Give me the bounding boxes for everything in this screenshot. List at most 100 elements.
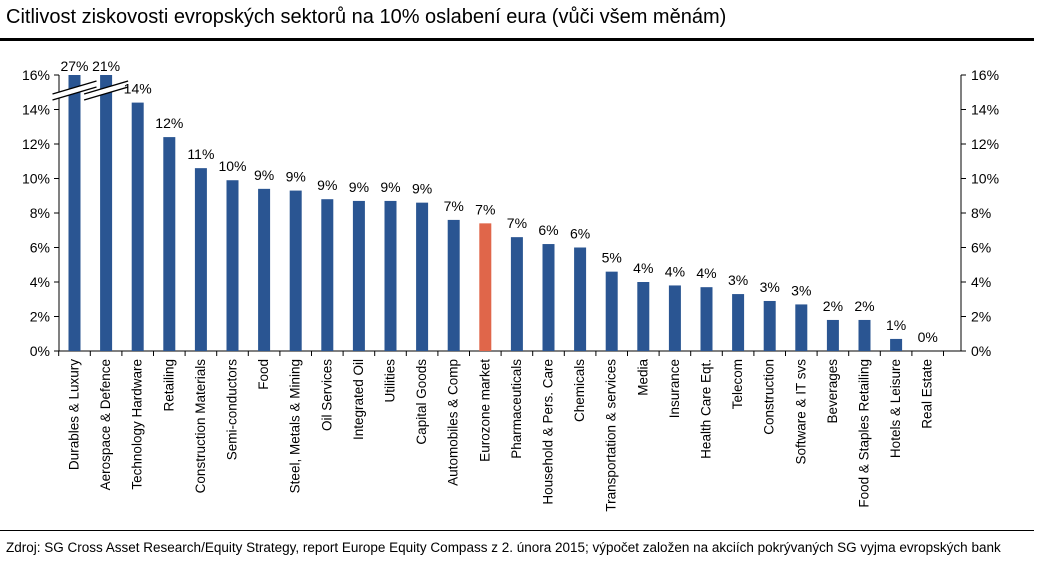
bar (68, 75, 81, 351)
category-label: Aerospace & Defence (98, 359, 113, 490)
data-label: 3% (728, 272, 748, 288)
data-label: 7% (507, 215, 527, 231)
bar (542, 244, 555, 351)
bar (258, 188, 271, 351)
data-label: 10% (218, 158, 246, 174)
data-label: 1% (886, 317, 906, 333)
data-label: 5% (602, 250, 622, 266)
category-label: Health Care Eqt. (699, 359, 714, 459)
bar (605, 271, 618, 351)
bar (732, 294, 745, 351)
right-tick-label: 16% (971, 67, 999, 83)
data-label: 27% (60, 58, 88, 74)
left-tick-label: 8% (30, 205, 50, 221)
category-label: Household & Pers. Care (541, 359, 556, 505)
left-tick-label: 4% (30, 274, 50, 290)
right-tick-label: 4% (971, 274, 991, 290)
axis-break-mark (52, 80, 97, 95)
data-label: 2% (854, 298, 874, 314)
data-labels-group: 27% 21%14% 12%11%10% 9% 9% 9% 9% 9% 9% 7% 7% 7% 6% 6%… (60, 58, 937, 345)
right-y-axis: 0% 2% 4% 6% 8% 10% 12% 14% 16% (960, 67, 999, 359)
bar (163, 137, 176, 351)
left-tick-label: 2% (30, 309, 50, 325)
data-label: 14% (124, 81, 152, 97)
bar (226, 180, 239, 351)
category-label: Food & Staples Retailing (857, 359, 872, 508)
category-label: Insurance (667, 359, 682, 418)
left-y-axis: 0% 2% 4% 6% 8% 10% 12% 14% 16% (22, 67, 961, 359)
chart-title: Citlivost ziskovosti evropských sektorů … (6, 6, 727, 28)
right-tick-label: 14% (971, 102, 999, 118)
data-label: 9% (286, 169, 306, 185)
category-label: Utilities (383, 359, 398, 403)
left-tick-label: 12% (22, 136, 50, 152)
bar (321, 199, 334, 351)
source-rule (0, 530, 1034, 531)
right-tick-label: 2% (971, 309, 991, 325)
bar (289, 190, 302, 351)
category-label: Integrated Oil (351, 359, 366, 440)
category-label: Automobiles & Comp (446, 359, 461, 486)
bar (131, 102, 144, 351)
bar (510, 237, 523, 351)
data-label: 4% (665, 263, 685, 279)
category-label: Real Estate (920, 359, 935, 429)
left-tick-label: 14% (22, 102, 50, 118)
data-label: 9% (412, 181, 432, 197)
data-label: 9% (317, 177, 337, 193)
category-label: Steel, Metals & Mining (288, 359, 303, 493)
left-tick-label: 16% (22, 67, 50, 83)
left-tick-label: 0% (30, 343, 50, 359)
data-label: 9% (380, 179, 400, 195)
category-label: Hotels & Leisure (888, 359, 903, 458)
title-rule (0, 38, 1034, 41)
category-label: Capital Goods (414, 359, 429, 445)
category-label: Beverages (825, 359, 840, 424)
bar (763, 300, 776, 351)
bars-group (52, 75, 903, 351)
category-label: Telecom (730, 359, 745, 409)
data-label: 6% (538, 222, 558, 238)
category-label: Construction (762, 359, 777, 435)
left-tick-label: 6% (30, 240, 50, 256)
category-label: Food (256, 359, 271, 390)
bar (384, 200, 397, 351)
data-label: 12% (155, 115, 183, 131)
data-label: 9% (254, 167, 274, 183)
bar (890, 338, 903, 351)
category-label: Media (635, 359, 650, 396)
axis-break-gap (84, 81, 129, 100)
category-labels-group: Durables & Luxury Aerospace & Defence Tech… (67, 359, 935, 512)
axis-break-mark (83, 80, 129, 95)
bar (700, 287, 713, 351)
data-label: 3% (791, 282, 811, 298)
data-label: 4% (633, 260, 653, 276)
category-label: Eurozone market (477, 359, 492, 462)
bar (479, 223, 492, 351)
bar (574, 247, 587, 351)
axis-break-mark (52, 86, 97, 101)
bar (668, 285, 681, 351)
data-label: 0% (918, 329, 938, 345)
category-label: Construction Materials (193, 359, 208, 494)
right-tick-label: 6% (971, 240, 991, 256)
bar (100, 75, 113, 351)
category-label: Semi-conductors (225, 359, 240, 461)
category-label: Durables & Luxury (67, 359, 82, 470)
right-tick-label: 8% (971, 205, 991, 221)
category-label: Pharmaceuticals (509, 359, 524, 459)
category-label: Chemicals (572, 359, 587, 422)
bar (416, 202, 429, 351)
source-note: Zdroj: SG Cross Asset Research/Equity St… (6, 540, 1001, 555)
bar (826, 319, 839, 351)
axis-break-mark (83, 86, 129, 101)
right-tick-label: 12% (971, 136, 999, 152)
bar (795, 304, 808, 351)
data-label: 2% (823, 298, 843, 314)
data-label: 7% (475, 201, 495, 217)
data-label: 6% (570, 226, 590, 242)
category-label: Technology Hardware (130, 359, 145, 490)
bar (194, 168, 207, 351)
left-tick-label: 10% (22, 171, 50, 187)
